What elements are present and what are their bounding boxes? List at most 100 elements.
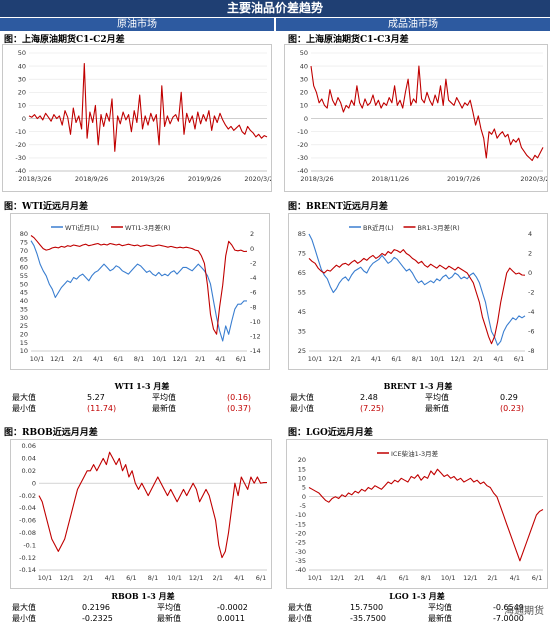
- y-tick-label: -0.02: [19, 492, 36, 500]
- y-tick-label: -0.04: [19, 504, 36, 512]
- stat-max: 2.48: [360, 393, 378, 402]
- y-tick-label: 20: [300, 89, 308, 97]
- x-tick-label: 8/1: [134, 355, 144, 363]
- stat-latest: -7.0000: [493, 614, 524, 623]
- stat-min: (11.74): [87, 404, 117, 413]
- stat-label: 平均值: [152, 393, 176, 402]
- x-tick-label: 2/1: [487, 574, 497, 582]
- y2-tick-label: 2: [250, 230, 254, 238]
- y2-tick-label: 0: [528, 269, 532, 277]
- y-tick-label: 30: [18, 75, 26, 83]
- legend-label: BR1-3月差(R): [418, 223, 460, 232]
- x-tick-label: 8/1: [148, 574, 158, 582]
- y-tick-label: -20: [297, 141, 308, 149]
- x-tick-label: 4/1: [93, 355, 103, 363]
- y2-tick-label: -4: [250, 274, 256, 282]
- y2-tick-label: 2: [528, 250, 532, 258]
- x-tick-label: 2/1: [73, 355, 83, 363]
- stat-latest: (0.23): [500, 404, 525, 413]
- x-tick-label: 2018/11/26: [372, 175, 409, 183]
- x-tick-label: 10/1: [152, 355, 167, 363]
- legend-label: WTI1-3月差(R): [125, 223, 171, 232]
- y-tick-label: -35: [295, 557, 306, 565]
- legend-label: WTI近月(L): [65, 223, 99, 232]
- panel-title-lgo: 图：LGO近远月月差: [288, 428, 373, 438]
- stat-label: 最小值: [288, 614, 312, 623]
- stats-title: LGO 1-3 月差: [389, 591, 445, 601]
- series-line: [310, 65, 544, 162]
- y-tick-label: 65: [298, 269, 306, 277]
- x-tick-label: 8/1: [421, 574, 431, 582]
- y-tick-label: 35: [20, 305, 28, 313]
- stat-label: 平均值: [425, 393, 449, 402]
- y-tick-label: -0.08: [19, 529, 36, 537]
- x-tick-label: 2/1: [354, 574, 364, 582]
- x-tick-label: 2019/9/26: [188, 175, 221, 183]
- x-tick-label: 10/1: [30, 355, 45, 363]
- stat-avg: -0.0002: [217, 603, 248, 612]
- legend-label: BR近月(L): [363, 223, 394, 232]
- stat-latest: (0.37): [227, 404, 252, 413]
- series-line: [28, 62, 268, 152]
- chart-rbob: 0.06 0.04 0.02 0 -0.02 -0.04 -0.06 -0.08 -0.1 -0.…: [19, 442, 268, 582]
- y-tick-label: -10: [297, 128, 308, 136]
- x-tick-label: 6/1: [256, 574, 266, 582]
- stat-min: -35.7500: [350, 614, 386, 623]
- series-line: [30, 240, 247, 342]
- y-tick-label: 50: [300, 49, 308, 57]
- y2-tick-label: -14: [250, 347, 261, 355]
- y-tick-label: 0: [22, 115, 26, 123]
- x-tick-label: 10/1: [308, 355, 323, 363]
- stat-max: 0.2196: [82, 603, 110, 612]
- stat-label: 最大值: [12, 603, 36, 612]
- x-tick-label: 6/1: [514, 355, 524, 363]
- x-tick-label: 10/1: [430, 355, 445, 363]
- x-tick-label: 4/1: [105, 574, 115, 582]
- x-tick-label: 4/1: [371, 355, 381, 363]
- y-tick-label: 20: [298, 456, 306, 464]
- stats-lgo: LGO 1-3 月差 最大值 15.7500 平均值 -0.6549 最小值 -…: [288, 591, 546, 625]
- y-tick-label: 35: [298, 328, 306, 336]
- panel-title-wti: 图：WTI近远月月差: [4, 202, 89, 212]
- x-tick-label: 6/1: [399, 574, 409, 582]
- stat-label: 最大值: [12, 393, 36, 402]
- stats-title: RBOB 1-3 月差: [111, 591, 175, 601]
- panel-title-sc-c1c3: 图：上海原油期货C1-C3月差: [288, 35, 409, 45]
- series-line: [30, 235, 248, 335]
- stat-label: 平均值: [157, 603, 181, 612]
- y-tick-label: 40: [18, 62, 26, 70]
- y-tick-label: 80: [20, 230, 28, 238]
- x-tick-label: 6/1: [236, 355, 246, 363]
- series-line: [38, 451, 268, 559]
- stat-label: 最小值: [12, 614, 36, 623]
- y2-tick-label: -8: [528, 347, 534, 355]
- y-tick-label: 0.06: [22, 442, 36, 450]
- panel-lgo: 20 15 10 5 0 -5 -10 -15 -20 -25 -30 -35 -40 10/1 12/1 2…: [286, 439, 548, 589]
- chart-brent: 85 75 65 55 45 35 25 4 2 0 -2 -4 -6 -8 10/1 12/1 2/1 4/1 6…: [298, 223, 535, 363]
- x-tick-label: 6/1: [532, 574, 542, 582]
- x-tick-label: 2018/3/26: [300, 175, 333, 183]
- section-crude: 原油市场: [0, 18, 274, 31]
- y2-tick-label: -8: [250, 303, 256, 311]
- stat-avg: -0.6549: [493, 603, 524, 612]
- panel-rbob: 0.06 0.04 0.02 0 -0.02 -0.04 -0.06 -0.08 -0.1 -0.…: [10, 439, 272, 589]
- stat-avg: 0.29: [500, 393, 518, 402]
- chart-wti: 80757065605550454035302520151020-2-4-6-8…: [20, 223, 261, 363]
- panel-title-rbob: 图：RBOB近远月月差: [4, 428, 98, 438]
- y-tick-label: -0.14: [19, 566, 36, 574]
- panel-sc-c1c3: 50 40 30 20 10 0 -10 -20 -30 -40 2018/3/26 2018/11/…: [284, 44, 550, 192]
- y-tick-label: 0.02: [22, 467, 36, 475]
- y2-tick-label: -6: [250, 289, 256, 297]
- stat-latest: 0.0011: [217, 614, 245, 623]
- stat-max: 5.27: [87, 393, 105, 402]
- x-tick-label: 2/1: [351, 355, 361, 363]
- stats-title: WTI 1-3 月差: [114, 381, 170, 391]
- y-tick-label: 60: [20, 264, 28, 272]
- y-tick-label: 20: [18, 89, 26, 97]
- y-tick-label: 10: [20, 347, 28, 355]
- y-tick-label: -0.1: [23, 541, 36, 549]
- y-tick-label: 0: [302, 493, 306, 501]
- stat-avg: (0.16): [227, 393, 252, 402]
- stat-label: 最大值: [288, 603, 312, 612]
